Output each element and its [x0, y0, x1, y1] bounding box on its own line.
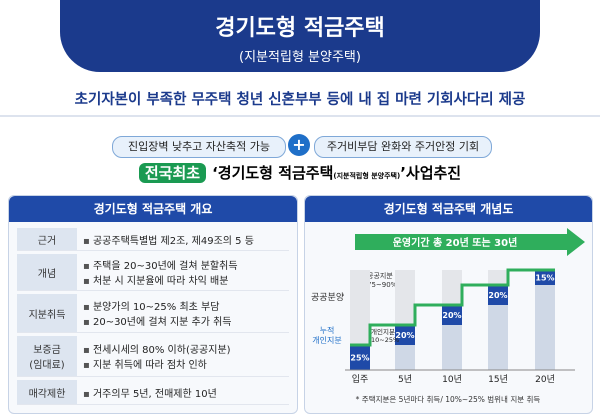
x-tick-label: 15년 — [488, 374, 508, 385]
row-label: 개념 — [17, 254, 77, 290]
footnote: * 주택지분은 5년마다 취득/ 10%~25% 범위내 지분 취득 — [356, 394, 541, 404]
row-items: 전세시세의 80% 이하(공공지분)지분 취득에 따라 점차 인하 — [77, 336, 237, 376]
row-label: 근거 — [17, 228, 77, 250]
step-line — [350, 268, 555, 347]
prior-share — [488, 305, 508, 370]
x-tick-label: 10년 — [442, 374, 462, 385]
label-text: 근거 — [37, 235, 57, 247]
headline-text: ’사업추진 — [400, 164, 462, 182]
table-row: 매각제한 거주의무 5년, 전매제한 10년 — [17, 380, 289, 405]
plus-icon: + — [288, 134, 310, 156]
benefit: 주거비부담 완화와 주거안정 기회 — [314, 136, 492, 158]
prior-share — [535, 285, 555, 370]
row-label: 매각제한 — [17, 380, 77, 404]
benefit: 진입장벽 낮추고 자산축적 가능 — [112, 136, 286, 158]
item: 20~30년에 걸쳐 지분 추가 취득 — [83, 313, 232, 328]
x-tick-label: 20년 — [535, 374, 555, 385]
personal-share: 10~25% — [371, 336, 399, 344]
panel-title: 경기도형 적금주택 개요 — [9, 196, 297, 222]
subtitle: (지분적립형 분양주택) — [239, 50, 361, 65]
headline: 전국최초 ‘경기도형 적금주택(지분적립형 분양주택)’사업추진 — [0, 162, 600, 183]
overview-panel: 경기도형 적금주택 개요 근거 공공주택특별법 제2조, 제49조의 5 등개념 주… — [8, 195, 298, 414]
panel-title: 경기도형 적금주택 개념도 — [305, 196, 592, 222]
value-label: 20% — [395, 331, 414, 340]
bar — [488, 285, 508, 305]
row-items: 주택을 20~30년에 걸쳐 분할취득처분 시 지분율에 따라 차익 배분 — [77, 254, 244, 290]
item: 분양가의 10~25% 최초 부담 — [83, 298, 232, 313]
x-tick-label: 5년 — [398, 374, 412, 385]
value-label: 20% — [488, 291, 507, 300]
cumulative-label: 개인지분 — [312, 335, 341, 345]
overview-table: 근거 공공주택특별법 제2조, 제49조의 5 등개념 주택을 20~30년에 걸쳐… — [9, 222, 297, 414]
row-items: 거주의무 5년, 전매제한 10년 — [77, 380, 223, 404]
item: 지분 취득에 따라 점차 인하 — [83, 356, 231, 371]
badge: 전국최초 — [138, 163, 207, 183]
label-text: 개념 — [37, 268, 57, 280]
value-label: 15% — [535, 274, 554, 283]
public-share: 75~90% — [367, 281, 398, 289]
row-items: 공공주택특별법 제2조, 제49조의 5 등 — [77, 228, 260, 250]
headline-note: (지분적립형 분양주택) — [333, 172, 401, 180]
label-text: (임대료) — [29, 360, 65, 371]
value-label: 20% — [442, 311, 461, 320]
cumulative-label: 누적 — [320, 325, 335, 335]
row-items: 분양가의 10~25% 최초 부담20~30년에 걸쳐 지분 추가 취득 — [77, 294, 238, 332]
personal-share: 개인지분 — [371, 327, 395, 336]
table-row: 근거 공공주택특별법 제2조, 제49조의 5 등 — [17, 228, 289, 251]
value-label: 25% — [350, 354, 369, 363]
bar — [350, 345, 370, 370]
row-label: 지분취득 — [17, 294, 77, 332]
title: 경기도형 적금주택 — [215, 16, 385, 41]
prior-share — [395, 345, 415, 370]
x-tick-label: 입주 — [352, 373, 369, 385]
period-arrow — [355, 228, 585, 256]
bar — [535, 270, 555, 285]
item: 주택을 20~30년에 걸쳐 분할취득 — [83, 257, 238, 272]
bar — [395, 325, 415, 345]
label-text: 지분취득 — [28, 309, 66, 321]
public-label: 공공분양 — [311, 292, 344, 303]
concept-chart: 운영기간 총 20년 또는 30년공공분양공공지분75~90%누적개인지분25%… — [311, 228, 585, 404]
table-row: 보증금 (임대료) 전세시세의 80% 이하(공공지분)지분 취득에 따라 점차 인… — [17, 336, 289, 377]
public-share: 공공지분 — [367, 271, 393, 280]
table-row: 지분취득 분양가의 10~25% 최초 부담20~30년에 걸쳐 지분 추가 취득 — [17, 294, 289, 333]
row-label: 보증금 (임대료) — [17, 336, 77, 376]
period-label: 운영기간 총 20년 또는 30년 — [393, 236, 518, 249]
table-row: 개념 주택을 20~30년에 걸쳐 분할취득처분 시 지분율에 따라 차익 배분 — [17, 254, 289, 291]
tagline: 초기자본이 부족한 무주택 청년 신혼부부 등에 내 집 마련 기회사다리 제공 — [0, 88, 600, 117]
header: 경기도형 적금주택 (지분적립형 분양주택) — [60, 0, 540, 72]
label-text: 보증금 — [33, 345, 61, 356]
prior-share — [442, 325, 462, 370]
item: 전세시세의 80% 이하(공공지분) — [83, 341, 231, 356]
bar — [442, 305, 462, 325]
item: 공공주택특별법 제2조, 제49조의 5 등 — [83, 232, 254, 247]
item: 처분 시 지분율에 따라 차익 배분 — [83, 272, 238, 287]
headline-text: ‘경기도형 적금주택 — [212, 164, 334, 182]
item: 거주의무 5년, 전매제한 10년 — [83, 385, 217, 400]
label-text: 매각제한 — [28, 388, 66, 400]
